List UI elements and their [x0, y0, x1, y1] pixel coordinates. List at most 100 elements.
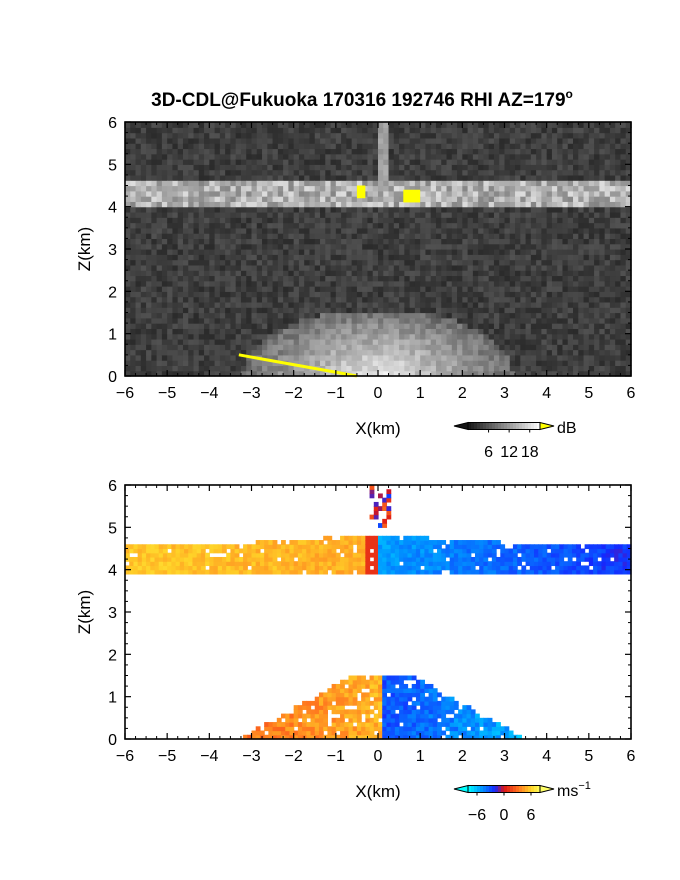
reflectivity-cell — [262, 169, 268, 176]
reflectivity-cell — [130, 275, 137, 282]
reflectivity-cell — [177, 206, 184, 213]
velocity-cell — [209, 548, 215, 554]
reflectivity-cell — [240, 222, 247, 229]
reflectivity-cell — [588, 312, 595, 319]
reflectivity-cell — [594, 280, 600, 287]
reflectivity-cell — [167, 153, 174, 160]
reflectivity-cell — [314, 323, 321, 329]
reflectivity-cell — [372, 249, 379, 255]
reflectivity-cell — [615, 206, 622, 213]
velocity-cell — [179, 569, 185, 575]
reflectivity-cell — [493, 233, 500, 240]
reflectivity-cell — [541, 143, 548, 150]
reflectivity-cell — [499, 307, 506, 314]
reflectivity-cell — [346, 291, 353, 298]
reflectivity-cell — [504, 169, 511, 176]
reflectivity-cell — [457, 127, 463, 134]
reflectivity-cell — [609, 159, 616, 165]
reflectivity-cell — [251, 233, 258, 240]
reflectivity-cell — [462, 174, 469, 181]
reflectivity-cell — [499, 174, 506, 181]
reflectivity-cell — [367, 312, 374, 319]
reflectivity-cell — [341, 254, 347, 261]
reflectivity-cell — [309, 238, 316, 245]
reflectivity-cell — [588, 344, 595, 351]
reflectivity-cell — [225, 217, 232, 224]
reflectivity-cell — [520, 227, 527, 234]
reflectivity-cell — [172, 132, 179, 139]
reflectivity-cell — [425, 164, 432, 171]
reflectivity-cell — [573, 312, 579, 319]
reflectivity-cell — [551, 370, 558, 377]
reflectivity-cell — [530, 148, 537, 155]
reflectivity-cell — [367, 338, 374, 345]
reflectivity-cell — [167, 201, 174, 208]
reflectivity-cell — [493, 148, 500, 155]
reflectivity-cell — [341, 233, 347, 240]
colorbar-swatch — [534, 422, 538, 430]
reflectivity-cell — [599, 148, 606, 155]
reflectivity-cell — [209, 164, 216, 171]
reflectivity-cell — [177, 280, 184, 287]
reflectivity-cell — [488, 227, 495, 234]
reflectivity-cell — [378, 328, 384, 335]
reflectivity-cell — [356, 328, 363, 335]
reflectivity-cell — [362, 122, 369, 128]
reflectivity-cell — [193, 164, 200, 171]
reflectivity-cell — [135, 185, 142, 192]
reflectivity-cell — [430, 185, 437, 192]
reflectivity-cell — [240, 127, 247, 134]
reflectivity-cell — [156, 307, 163, 314]
reflectivity-cell — [594, 127, 600, 134]
reflectivity-cell — [177, 233, 184, 240]
reflectivity-cell — [151, 264, 158, 271]
reflectivity-cell — [557, 159, 564, 165]
reflectivity-cell — [140, 317, 147, 324]
y-tick-label: 2 — [108, 284, 117, 301]
reflectivity-cell — [288, 307, 295, 314]
reflectivity-cell — [573, 333, 579, 340]
reflectivity-cell — [472, 370, 479, 377]
reflectivity-cell — [541, 159, 548, 165]
reflectivity-cell — [367, 164, 374, 171]
reflectivity-cell — [177, 344, 184, 351]
reflectivity-cell — [599, 122, 606, 128]
reflectivity-cell — [457, 132, 463, 139]
reflectivity-cell — [146, 233, 152, 240]
reflectivity-cell — [256, 307, 263, 314]
reflectivity-cell — [583, 211, 590, 218]
reflectivity-cell — [430, 328, 437, 335]
reflectivity-cell — [378, 233, 384, 240]
reflectivity-cell — [599, 365, 606, 372]
reflectivity-cell — [551, 280, 558, 287]
reflectivity-cell — [425, 312, 432, 319]
reflectivity-cell — [214, 296, 221, 303]
reflectivity-cell — [393, 291, 400, 298]
reflectivity-cell — [182, 286, 189, 292]
reflectivity-cell — [609, 296, 616, 303]
reflectivity-cell — [588, 238, 595, 245]
reflectivity-cell — [125, 254, 131, 261]
reflectivity-cell — [557, 164, 564, 171]
reflectivity-cell — [378, 301, 384, 308]
reflectivity-cell — [188, 254, 195, 261]
reflectivity-cell — [288, 196, 295, 202]
reflectivity-cell — [472, 238, 479, 245]
reflectivity-cell — [615, 286, 622, 292]
reflectivity-cell — [467, 360, 474, 367]
reflectivity-cell — [230, 164, 237, 171]
reflectivity-cell — [341, 349, 347, 356]
reflectivity-cell — [483, 296, 490, 303]
reflectivity-cell — [335, 323, 342, 329]
reflectivity-cell — [583, 206, 590, 213]
reflectivity-cell — [351, 296, 358, 303]
velocity-cell — [184, 556, 189, 562]
reflectivity-cell — [240, 227, 247, 234]
reflectivity-cell — [409, 238, 416, 245]
reflectivity-cell — [520, 122, 527, 128]
reflectivity-cell — [525, 365, 532, 372]
reflectivity-cell — [193, 275, 200, 282]
reflectivity-cell — [414, 344, 421, 351]
reflectivity-cell — [530, 344, 537, 351]
reflectivity-cell — [435, 323, 442, 329]
